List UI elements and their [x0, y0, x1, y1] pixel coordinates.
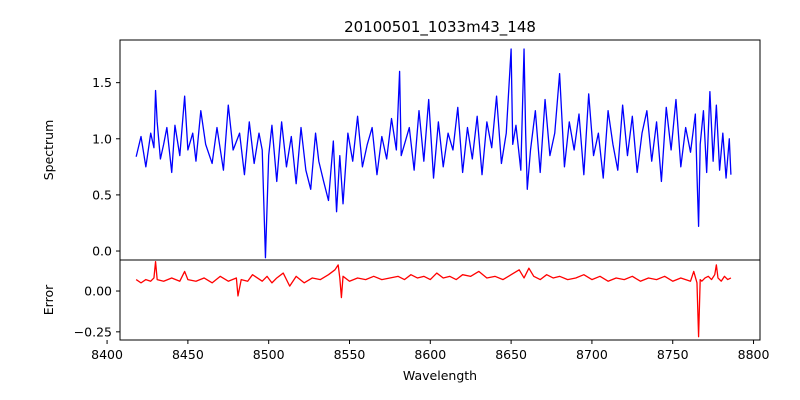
x-tick-label: 8750 — [657, 347, 689, 362]
spectrum-series-line — [135, 48, 732, 259]
x-tick-label: 8550 — [334, 347, 366, 362]
error-series-line — [135, 260, 732, 338]
x-tick-label: 8650 — [495, 347, 527, 362]
spectrum-y-tick-label: 0.5 — [92, 187, 112, 202]
x-tick-label: 8450 — [172, 347, 204, 362]
error-panel: 0.00 −0.25 Error 8400 8450 8500 8550 8600 8650 87… — [41, 259, 770, 362]
error-axes-frame — [119, 259, 761, 341]
spectrum-y-tick-label: 0.0 — [92, 244, 112, 259]
spectrum-y-axis-label: Spectrum — [41, 120, 56, 181]
error-y-axis-label: Error — [41, 284, 56, 315]
x-tick-label: 8500 — [253, 347, 285, 362]
x-axis-label: Wavelength — [403, 368, 477, 383]
x-tick-label: 8800 — [738, 347, 770, 362]
error-y-tick-label: −0.25 — [74, 324, 112, 339]
x-tick-label: 8600 — [414, 347, 446, 362]
chart-title: 20100501_1033m43_148 — [344, 18, 536, 37]
spectrum-y-tick-label: 1.0 — [92, 131, 112, 146]
x-tick-label: 8400 — [91, 347, 123, 362]
spectrum-y-tick-label: 1.5 — [92, 75, 112, 90]
error-y-tick-label: 0.00 — [84, 284, 112, 299]
x-tick-label: 8700 — [576, 347, 608, 362]
